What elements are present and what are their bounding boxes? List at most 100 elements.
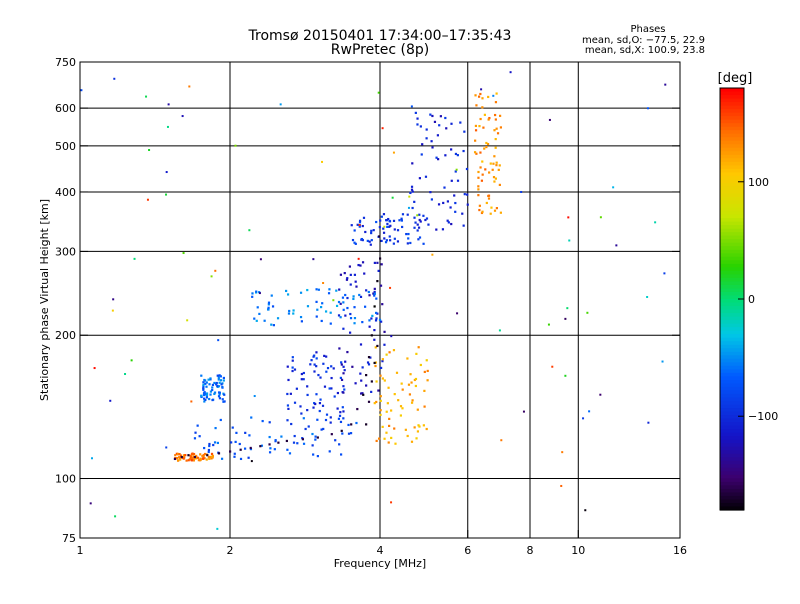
data-point <box>416 123 419 126</box>
data-point <box>337 314 341 317</box>
data-point <box>175 456 179 460</box>
data-point <box>378 318 382 322</box>
data-point <box>390 409 393 412</box>
data-point <box>479 92 482 96</box>
colorbar-segment <box>720 457 744 462</box>
data-point <box>615 244 618 247</box>
data-point <box>300 378 303 381</box>
data-point <box>235 431 238 434</box>
data-point <box>398 219 401 222</box>
colorbar-segment <box>720 369 744 374</box>
data-point <box>340 361 343 364</box>
data-point <box>187 459 190 462</box>
data-point <box>446 200 450 203</box>
data-point <box>599 216 602 219</box>
data-point <box>366 239 369 242</box>
data-point <box>315 288 318 291</box>
data-point <box>299 291 303 294</box>
data-point <box>551 365 554 368</box>
data-point <box>444 154 447 157</box>
data-point <box>370 239 373 242</box>
data-point <box>207 378 210 381</box>
data-point <box>426 369 429 373</box>
data-point <box>319 305 323 309</box>
data-point <box>218 397 222 400</box>
data-point <box>405 232 408 236</box>
data-point <box>494 118 497 121</box>
data-point <box>270 323 273 326</box>
data-point <box>382 231 386 234</box>
colorbar-segment <box>720 123 744 128</box>
data-point <box>401 388 404 391</box>
data-point <box>360 379 363 382</box>
data-point <box>385 410 388 413</box>
data-point <box>425 217 429 220</box>
data-point <box>362 393 365 396</box>
data-point <box>309 363 312 366</box>
data-point <box>431 253 434 256</box>
data-point <box>249 448 253 451</box>
data-point <box>329 311 332 314</box>
data-point <box>435 228 438 231</box>
data-point <box>344 360 347 363</box>
phase-stats-x: mean, sd,X: 100.9, 23.8 <box>585 45 705 56</box>
data-point <box>217 385 221 388</box>
data-point <box>346 277 349 280</box>
data-point <box>205 385 208 388</box>
colorbar-segment <box>720 200 744 205</box>
data-point <box>342 410 345 413</box>
data-point <box>375 220 378 224</box>
data-point <box>415 352 418 355</box>
phase-stats-title: Phases <box>630 24 665 35</box>
data-point <box>372 229 375 232</box>
data-point <box>182 454 186 457</box>
data-point <box>300 320 303 323</box>
data-point <box>208 383 211 386</box>
data-point <box>296 442 299 445</box>
data-point <box>358 219 362 222</box>
colorbar-segment <box>720 295 744 300</box>
data-point <box>359 295 363 298</box>
data-point <box>381 358 384 361</box>
data-point <box>498 329 501 332</box>
data-point <box>341 406 344 409</box>
data-point <box>361 320 364 324</box>
data-point <box>564 374 567 377</box>
data-point <box>320 319 323 323</box>
data-point <box>271 305 275 308</box>
data-point <box>193 455 197 459</box>
data-point <box>330 365 333 368</box>
data-point <box>480 88 483 91</box>
data-point <box>213 391 217 394</box>
data-point <box>480 179 484 182</box>
data-point <box>383 437 386 440</box>
data-point <box>361 224 364 228</box>
data-point <box>396 240 400 243</box>
x-tick-label: 16 <box>673 544 687 557</box>
data-point <box>494 101 498 104</box>
y-tick-label: 200 <box>55 329 76 342</box>
data-point <box>418 236 422 239</box>
colorbar-segment <box>720 302 744 307</box>
data-point <box>373 294 376 297</box>
data-point <box>259 258 262 261</box>
data-point <box>370 390 373 393</box>
colorbar-segment <box>720 270 744 275</box>
colorbar-segment <box>720 246 744 251</box>
data-point <box>302 371 305 375</box>
data-point <box>286 419 289 422</box>
data-point <box>196 424 199 427</box>
data-point <box>378 235 381 238</box>
data-point <box>435 156 438 159</box>
data-point <box>381 377 384 380</box>
colorbar-segment <box>720 126 744 131</box>
data-point <box>407 237 410 240</box>
data-point <box>410 440 414 443</box>
data-point <box>499 211 502 214</box>
data-point <box>229 450 232 453</box>
colorbar-segment <box>720 499 744 504</box>
data-point <box>324 310 328 313</box>
data-point <box>377 269 380 273</box>
data-point <box>479 166 482 169</box>
data-point <box>302 442 306 445</box>
